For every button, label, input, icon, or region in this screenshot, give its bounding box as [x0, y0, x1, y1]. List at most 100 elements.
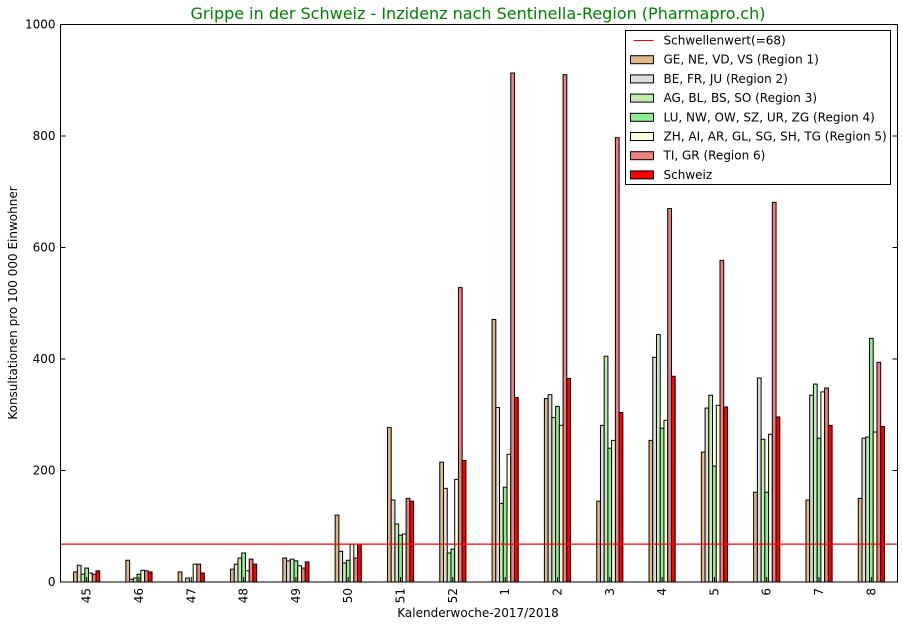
bar-week-2-series-2: [547, 394, 553, 583]
bar-week-51-series-2: [390, 499, 396, 583]
bar-week-4-series-1: [648, 439, 654, 583]
bar-week-45-series-1: [73, 571, 78, 583]
bar-week-7-series-4: [816, 437, 822, 583]
bar-week-46-series-7: [147, 571, 153, 583]
x-tick-label: 52: [446, 588, 460, 603]
bar-week-52-series-6: [457, 287, 463, 583]
bar-week-51-series-6: [405, 497, 411, 583]
bar-week-1-series-7: [513, 396, 519, 583]
legend-swatch-6: [630, 151, 654, 161]
x-tick-label: 6: [760, 588, 774, 596]
bar-week-50-series-1: [334, 514, 340, 583]
bar-week-3-series-3: [603, 355, 609, 583]
bar-week-2-series-5: [558, 424, 564, 583]
legend-swatch-5: [630, 132, 654, 141]
x-tick-label: 48: [237, 588, 251, 603]
bar-week-3-series-4: [607, 447, 613, 583]
bar-week-1-series-2: [495, 407, 501, 583]
x-tick-label: 46: [132, 588, 146, 603]
legend-swatch-3: [630, 93, 654, 103]
y-tick-label: 1000: [25, 18, 56, 32]
plot-frame: [60, 24, 898, 583]
bar-week-45-series-7: [95, 570, 101, 583]
legend-label-4: LU, NW, OW, SZ, UR, ZG (Region 4): [664, 110, 875, 124]
legend-label-5: ZH, AI, AR, GL, SG, SH, TG (Region 5): [664, 130, 887, 144]
bar-week-47-series-7: [200, 572, 205, 583]
bar-week-5-series-2: [704, 407, 710, 583]
bar-week-46-series-5: [140, 569, 146, 583]
bar-week-6-series-1: [753, 491, 758, 583]
bar-week-45-series-2: [76, 564, 82, 583]
x-tick-label: 1: [498, 588, 512, 596]
bar-week-3-series-1: [596, 500, 601, 583]
bar-week-3-series-6: [614, 137, 620, 583]
bar-week-5-series-5: [715, 404, 721, 583]
bar-week-4-series-4: [659, 427, 665, 583]
bar-week-49-series-7: [304, 561, 310, 583]
bar-week-2-series-4: [555, 405, 560, 583]
bar-week-48-series-1: [230, 568, 235, 583]
bar-week-8-series-4: [868, 337, 874, 583]
bar-week-46-series-6: [144, 570, 149, 583]
bar-week-1-series-6: [510, 72, 515, 583]
bar-week-48-series-7: [252, 563, 258, 583]
bar-week-49-series-5: [297, 565, 303, 583]
bar-week-4-series-2: [652, 356, 657, 583]
bar-week-7-series-7: [827, 424, 833, 583]
bar-week-52-series-5: [454, 478, 459, 583]
bar-week-3-series-2: [599, 424, 605, 583]
bar-week-7-series-6: [824, 387, 829, 583]
bar-week-6-series-7: [775, 416, 781, 583]
bar-week-2-series-6: [562, 74, 568, 583]
x-tick-label: 4: [655, 588, 669, 596]
bar-week-8-series-6: [876, 361, 882, 583]
x-tick-label: 5: [707, 588, 721, 596]
bar-week-2-series-1: [543, 398, 549, 583]
bar-week-45-series-6: [91, 573, 97, 583]
legend-swatch-2: [630, 74, 654, 84]
bar-week-47-series-3: [185, 577, 190, 583]
legend-swatch-7: [630, 170, 654, 180]
bar-week-45-series-5: [88, 572, 93, 583]
bar-week-7-series-1: [805, 499, 811, 583]
bar-week-5-series-4: [712, 465, 717, 583]
y-tick-label: 200: [33, 464, 56, 478]
x-tick-label: 45: [80, 588, 94, 603]
bar-week-47-series-5: [192, 563, 198, 583]
legend-label-1: GE, NE, VD, VS (Region 1): [664, 53, 819, 67]
y-tick-label: 0: [48, 575, 56, 589]
bar-week-51-series-1: [386, 427, 392, 583]
bar-week-49-series-2: [286, 560, 291, 583]
bar-week-52-series-3: [446, 552, 452, 583]
bar-week-48-series-2: [233, 563, 239, 583]
bar-week-46-series-1: [125, 559, 131, 583]
bar-week-48-series-5: [244, 570, 250, 583]
x-tick-label: 3: [603, 588, 617, 596]
legend-box: [625, 30, 891, 185]
bar-week-6-series-5: [768, 433, 773, 583]
bar-week-49-series-3: [289, 558, 295, 583]
bar-week-1-series-5: [506, 453, 512, 583]
bar-week-52-series-1: [439, 461, 445, 583]
bar-week-47-series-6: [196, 563, 202, 583]
bar-week-47-series-1: [177, 571, 183, 583]
bar-week-8-series-7: [880, 425, 885, 583]
bar-week-7-series-2: [809, 394, 814, 583]
bar-week-48-series-6: [248, 558, 254, 583]
bar-week-8-series-5: [872, 431, 878, 583]
bar-week-5-series-1: [700, 451, 706, 583]
legend-label-2: BE, FR, JU (Region 2): [664, 72, 788, 86]
bar-week-5-series-3: [708, 394, 714, 583]
x-axis-label: Kalenderwoche-2017/2018: [397, 606, 558, 620]
bar-week-2-series-3: [551, 417, 557, 583]
y-tick-label: 600: [33, 241, 56, 255]
bar-week-4-series-5: [663, 419, 669, 583]
x-tick-label: 50: [341, 588, 355, 603]
y-axis: 0 200 400 600 800 1000: [25, 18, 898, 589]
x-tick-label: 51: [394, 588, 408, 603]
bar-week-51-series-3: [394, 523, 400, 583]
bar-week-3-series-5: [611, 439, 616, 583]
bar-week-1-series-3: [499, 502, 504, 583]
bar-week-6-series-2: [756, 377, 762, 583]
bar-week-50-series-5: [349, 543, 355, 583]
